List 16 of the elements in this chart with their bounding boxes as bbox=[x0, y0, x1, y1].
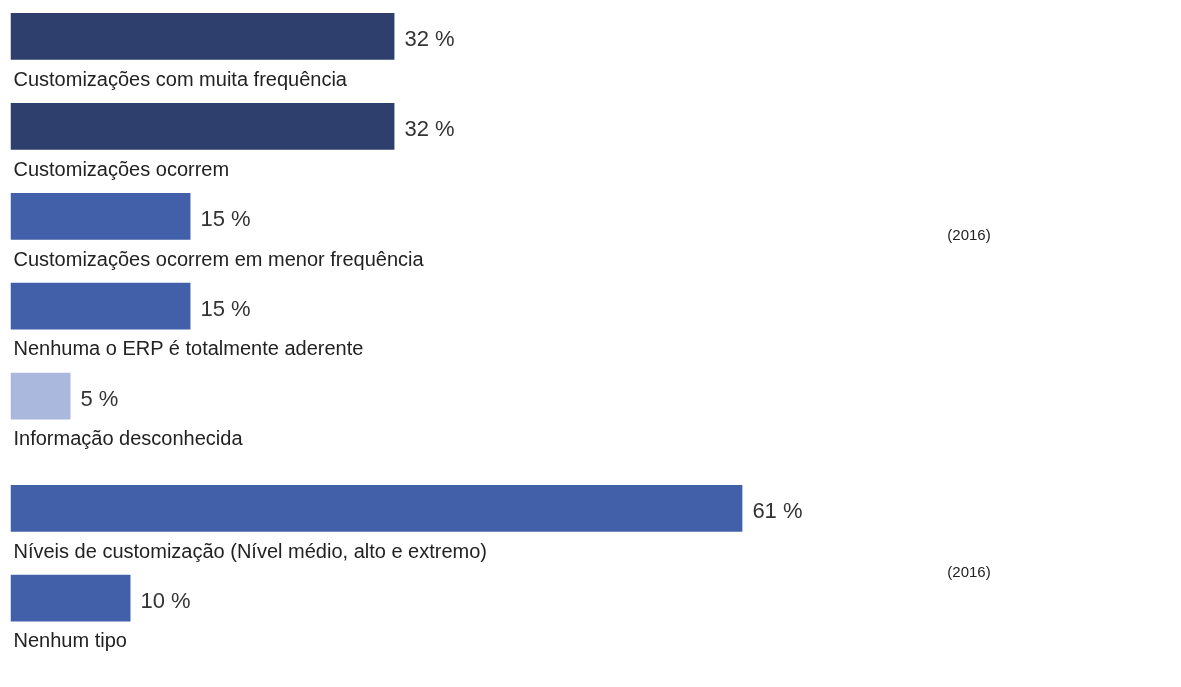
text: (2016) bbox=[947, 225, 991, 243]
data-label: 5 % bbox=[80, 385, 119, 411]
data-label: 32 % bbox=[404, 25, 455, 51]
data-label: 61 % bbox=[752, 497, 803, 523]
data-label: 10 % bbox=[140, 587, 191, 613]
y-tick-label: Customizações ocorrem bbox=[13, 157, 230, 180]
text: (2016) bbox=[947, 562, 991, 580]
y-tick-label: Customizações com muita frequência bbox=[13, 67, 348, 90]
y-tick-label: Nenhuma o ERP é totalmente aderente bbox=[13, 337, 364, 360]
data-label: 15 % bbox=[200, 205, 251, 231]
y-tick-label: Níveis de customização (Nível médio, alto e extremo) bbox=[13, 539, 488, 562]
data-label: 15 % bbox=[200, 295, 251, 321]
y-tick-label: Informação desconhecida bbox=[13, 427, 244, 450]
y-tick-label: Nenhum tipo bbox=[13, 629, 127, 652]
data-label: 32 % bbox=[404, 115, 455, 141]
y-tick-label: Customizações ocorrem em menor frequência bbox=[13, 247, 425, 270]
